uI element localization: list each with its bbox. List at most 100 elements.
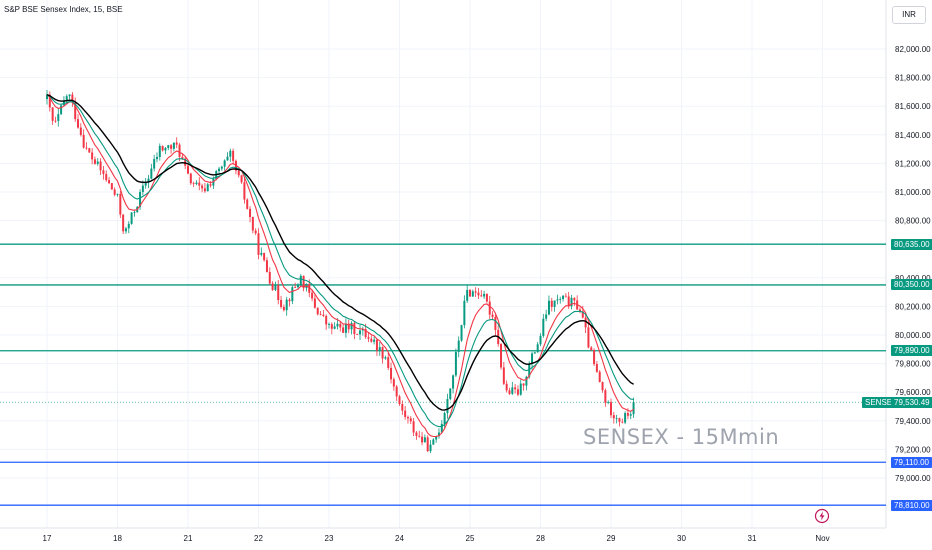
candle-body	[516, 389, 519, 395]
candle-body	[556, 299, 559, 301]
candle-body	[158, 145, 161, 157]
candle-body	[514, 387, 517, 390]
candle-body	[466, 289, 469, 301]
candle-body	[71, 94, 74, 103]
candle-body	[404, 410, 407, 418]
candle-body	[285, 299, 288, 311]
candle-body	[590, 347, 593, 351]
candle-body	[339, 323, 342, 328]
candle-body	[51, 107, 54, 121]
candle-body	[604, 390, 607, 403]
currency-selector[interactable]: INR	[892, 6, 926, 24]
price-name-tag: SENSEX	[862, 396, 901, 408]
candle-body	[198, 182, 201, 186]
candle-body	[598, 371, 601, 383]
candle-body	[79, 127, 82, 135]
candle-body	[60, 105, 63, 115]
candle-body	[124, 228, 127, 232]
candle-body	[265, 260, 268, 272]
level-price-tag: 80,350.00	[891, 279, 932, 291]
candle-body	[500, 344, 503, 368]
candle-body	[110, 183, 113, 190]
candle-body	[387, 357, 390, 368]
candle-body	[116, 193, 119, 195]
candle-body	[562, 295, 565, 299]
y-axis: 82,000.00 81,800.00 81,600.00 81,400.00 81,2…	[895, 45, 931, 483]
candle-body	[280, 300, 283, 308]
candle-body	[220, 166, 223, 169]
candle-body	[347, 323, 350, 330]
y-tick-label: 80,200.00	[895, 302, 931, 311]
candle-body	[113, 189, 116, 195]
candle-body	[564, 295, 567, 297]
candle-body	[302, 275, 305, 289]
candle-body	[209, 184, 212, 186]
candle-body	[291, 287, 294, 302]
candle-body	[373, 339, 376, 342]
y-tick-label: 82,000.00	[895, 45, 931, 54]
candle-body	[437, 432, 440, 437]
candle-body	[423, 437, 426, 443]
candle-body	[469, 289, 471, 297]
candle-body	[271, 283, 274, 290]
candle-body	[542, 318, 545, 336]
candle-body	[336, 323, 339, 327]
candle-body	[446, 399, 449, 414]
candle-body	[189, 173, 192, 184]
x-tick-label: 31	[748, 534, 757, 543]
candle-body	[257, 233, 260, 255]
level-layer	[0, 243, 886, 506]
candle-body	[471, 291, 474, 297]
candle-body	[356, 333, 359, 335]
candle-body	[477, 292, 480, 296]
candle-body	[559, 298, 562, 300]
candle-body	[480, 295, 483, 297]
chart-watermark: SENSEX - 15Mmin	[583, 425, 780, 449]
candle-body	[449, 388, 452, 400]
candle-body	[384, 357, 387, 359]
candle-body	[381, 347, 384, 359]
candle-body	[460, 325, 463, 341]
x-tick-label: 23	[325, 534, 334, 543]
candle-body	[139, 191, 142, 207]
candle-body	[632, 402, 635, 415]
candle-body	[223, 160, 226, 167]
candle-body	[454, 351, 457, 376]
candle-body	[54, 120, 57, 122]
candle-body	[491, 314, 494, 317]
candle-body	[390, 367, 393, 380]
candle-body	[277, 285, 280, 301]
candle-body	[624, 413, 627, 423]
candle-body	[328, 324, 330, 325]
ema-fast-line	[46, 94, 634, 438]
candle-body	[108, 180, 111, 184]
candle-body	[567, 296, 570, 307]
level-price-tag: 78,810.00	[891, 499, 932, 511]
candle-body	[415, 432, 418, 436]
y-tick-label: 81,400.00	[895, 131, 931, 140]
candle-body	[401, 403, 404, 411]
candle-body	[621, 421, 624, 423]
candle-body	[229, 150, 232, 157]
candle-body	[435, 436, 438, 440]
candle-body	[452, 375, 455, 389]
lightning-bolt-icon[interactable]	[814, 508, 830, 524]
candle-body	[178, 144, 181, 157]
level-price-tag: 79,110.00	[891, 456, 932, 468]
y-tick-label: 79,000.00	[895, 474, 931, 483]
candle-body	[82, 134, 85, 148]
candle-body	[322, 314, 325, 316]
candle-body	[412, 421, 415, 433]
candle-body	[319, 314, 322, 316]
candle-body	[243, 182, 246, 200]
candle-body	[164, 147, 167, 151]
candle-body	[483, 293, 486, 297]
candle-body	[218, 168, 221, 172]
candle-body	[626, 413, 629, 416]
candle-body	[172, 142, 175, 149]
candle-body	[251, 217, 254, 231]
candle-body	[618, 418, 621, 422]
candle-body	[395, 386, 398, 397]
